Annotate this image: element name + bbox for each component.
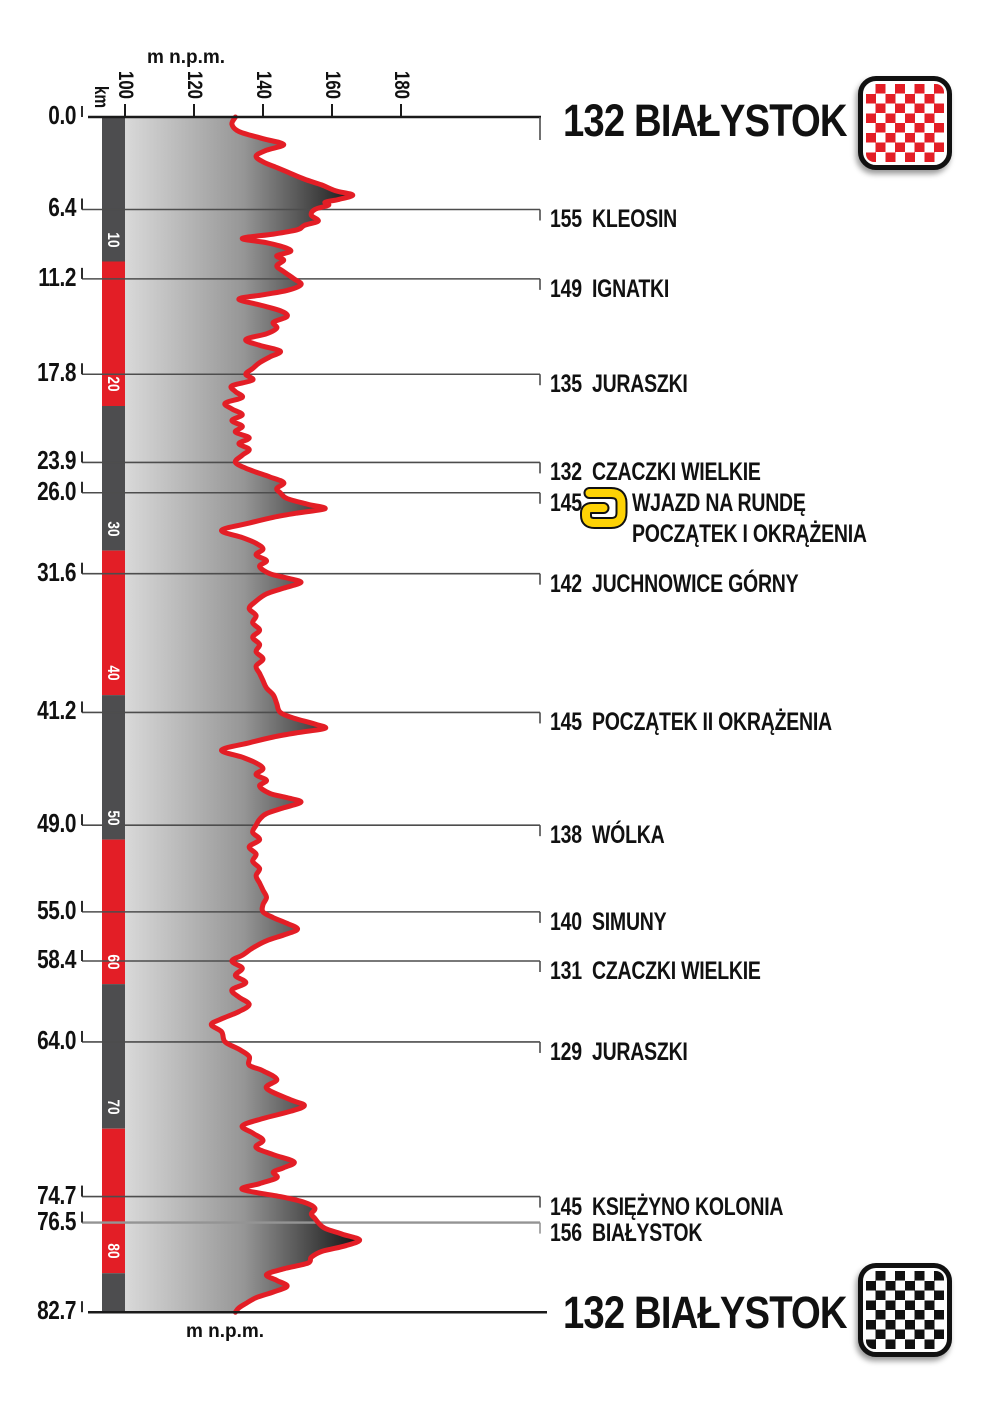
- waypoint-elevation: 156: [550, 1218, 582, 1247]
- km-bar-segment: [102, 1128, 125, 1274]
- km-bar-label: 30: [104, 521, 123, 537]
- waypoint-elevation: 149: [550, 274, 582, 303]
- elevation-tick-label: 160: [321, 70, 344, 100]
- km-bar-segment: [102, 261, 125, 406]
- elevation-profile-line: [208, 114, 363, 1315]
- km-bar-label: 20: [104, 376, 123, 392]
- waypoint-label: 145 POCZĄTEK II OKRĄŻENIA: [550, 707, 832, 736]
- checkerboard-black: [866, 1271, 944, 1349]
- waypoint-name: WJAZD NA RUNDĘ: [632, 489, 806, 517]
- km-tick-label: 76.5: [37, 1206, 76, 1236]
- start-title: 132 BIAŁYSTOK: [563, 95, 848, 146]
- checkered-flag-black-white-icon: [858, 1263, 952, 1357]
- km-bar-label: 70: [104, 1099, 123, 1115]
- elevation-area-fill: [125, 117, 360, 1313]
- km-tick-label: 26.0: [37, 476, 76, 506]
- waypoint-elevation: 145: [550, 707, 582, 736]
- waypoint-elevation: 138: [550, 820, 582, 849]
- waypoint-elevation: 140: [550, 907, 582, 936]
- elevation-tick-label: 140: [252, 70, 275, 100]
- waypoint-name: KSIĘŻYNO KOLONIA: [591, 1192, 784, 1221]
- km-bar-segment: [102, 117, 125, 262]
- waypoint-label: 135 JURASZKI: [550, 369, 688, 398]
- waypoint-name: CZACZKI WIELKIE: [591, 956, 761, 985]
- elevation-tick-label: 180: [390, 70, 413, 100]
- waypoint-elevation: 132: [550, 457, 582, 486]
- elevation-unit-bottom: m n.p.m.: [185, 1321, 265, 1342]
- waypoint-label: 131 CZACZKI WIELKIE: [550, 956, 761, 985]
- waypoint-name: JUCHNOWICE GÓRNY: [591, 569, 799, 598]
- checkered-flag-red-white-icon: [858, 76, 952, 170]
- waypoint-name: JURASZKI: [591, 369, 688, 398]
- km-tick-label: 82.7: [37, 1295, 76, 1325]
- waypoint-label: 138 WÓLKA: [550, 820, 665, 849]
- waypoint-label: 132 CZACZKI WIELKIE: [550, 457, 761, 486]
- distance-unit-label: km: [90, 86, 111, 108]
- waypoint-name-line2: POCZĄTEK I OKRĄŻENIA: [632, 520, 867, 548]
- km-bar-segment: [102, 695, 125, 840]
- km-tick-label: 0.0: [48, 100, 76, 130]
- waypoint-name: CZACZKI WIELKIE: [591, 457, 761, 486]
- km-tick-label: 55.0: [37, 895, 76, 925]
- km-tick-label: 17.8: [37, 357, 76, 387]
- waypoint-label: 142 JUCHNOWICE GÓRNY: [550, 569, 799, 598]
- km-tick-label: 64.0: [37, 1025, 76, 1055]
- elevation-unit-top: m n.p.m.: [146, 47, 226, 68]
- km-bar-segment: [102, 984, 125, 1129]
- km-tick-label: 74.7: [37, 1180, 76, 1210]
- checkerboard-red: [866, 84, 944, 162]
- km-bar-label: 50: [104, 810, 123, 826]
- waypoint-label: 145: [550, 488, 582, 517]
- waypoint-elevation: 155: [550, 204, 582, 233]
- waypoint-label: 149 IGNATKI: [550, 274, 670, 303]
- km-tick-label: 11.2: [38, 262, 76, 292]
- waypoint-name: WÓLKA: [591, 820, 665, 849]
- km-tick-label: 23.9: [37, 445, 76, 475]
- waypoint-label: 155 KLEOSIN: [550, 204, 678, 233]
- waypoint-name: IGNATKI: [591, 274, 670, 303]
- km-bar-segment: [102, 406, 125, 551]
- waypoint-name: SIMUNY: [591, 907, 667, 936]
- waypoint-elevation: 129: [550, 1037, 582, 1066]
- waypoint-label: 140 SIMUNY: [550, 907, 667, 936]
- waypoint-name: BIAŁYSTOK: [591, 1218, 703, 1247]
- waypoint-name: POCZĄTEK II OKRĄŻENIA: [591, 707, 832, 736]
- waypoint-elevation: 142: [550, 569, 582, 598]
- elevation-tick-label: 120: [183, 70, 206, 100]
- waypoint-elevation: 145: [550, 488, 582, 517]
- km-tick-label: 49.0: [37, 808, 76, 838]
- waypoint-label: 156 BIAŁYSTOK: [550, 1218, 703, 1247]
- elevation-tick-label: 100: [114, 70, 137, 100]
- km-tick-label: 41.2: [37, 695, 76, 725]
- waypoint-label: 129 JURASZKI: [550, 1037, 688, 1066]
- km-bar-label: 80: [104, 1243, 123, 1259]
- waypoint-elevation: 135: [550, 369, 582, 398]
- km-bar-label: 10: [104, 232, 123, 248]
- km-bar-label: 60: [104, 954, 123, 970]
- km-tick-label: 58.4: [37, 944, 76, 974]
- waypoint-elevation: 131: [550, 956, 582, 985]
- km-tick-label: 31.6: [37, 557, 76, 587]
- waypoint-name: JURASZKI: [591, 1037, 688, 1066]
- lap-loop-icon: [580, 487, 628, 529]
- km-bar-label: 40: [104, 665, 123, 681]
- km-bar-segment: [102, 1273, 125, 1313]
- waypoint-elevation: 145: [550, 1192, 582, 1221]
- waypoint-name: KLEOSIN: [591, 204, 678, 233]
- km-tick-label: 6.4: [48, 192, 76, 222]
- km-bar-segment: [102, 550, 125, 696]
- waypoint-label: 145 KSIĘŻYNO KOLONIA: [550, 1192, 784, 1221]
- finish-title: 132 BIAŁYSTOK: [563, 1287, 848, 1338]
